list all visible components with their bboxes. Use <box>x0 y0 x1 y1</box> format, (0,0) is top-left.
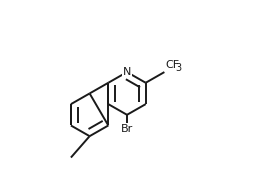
Text: Br: Br <box>121 124 133 134</box>
Text: 3: 3 <box>176 63 182 73</box>
Text: N: N <box>123 67 131 77</box>
Text: CF: CF <box>165 60 179 70</box>
